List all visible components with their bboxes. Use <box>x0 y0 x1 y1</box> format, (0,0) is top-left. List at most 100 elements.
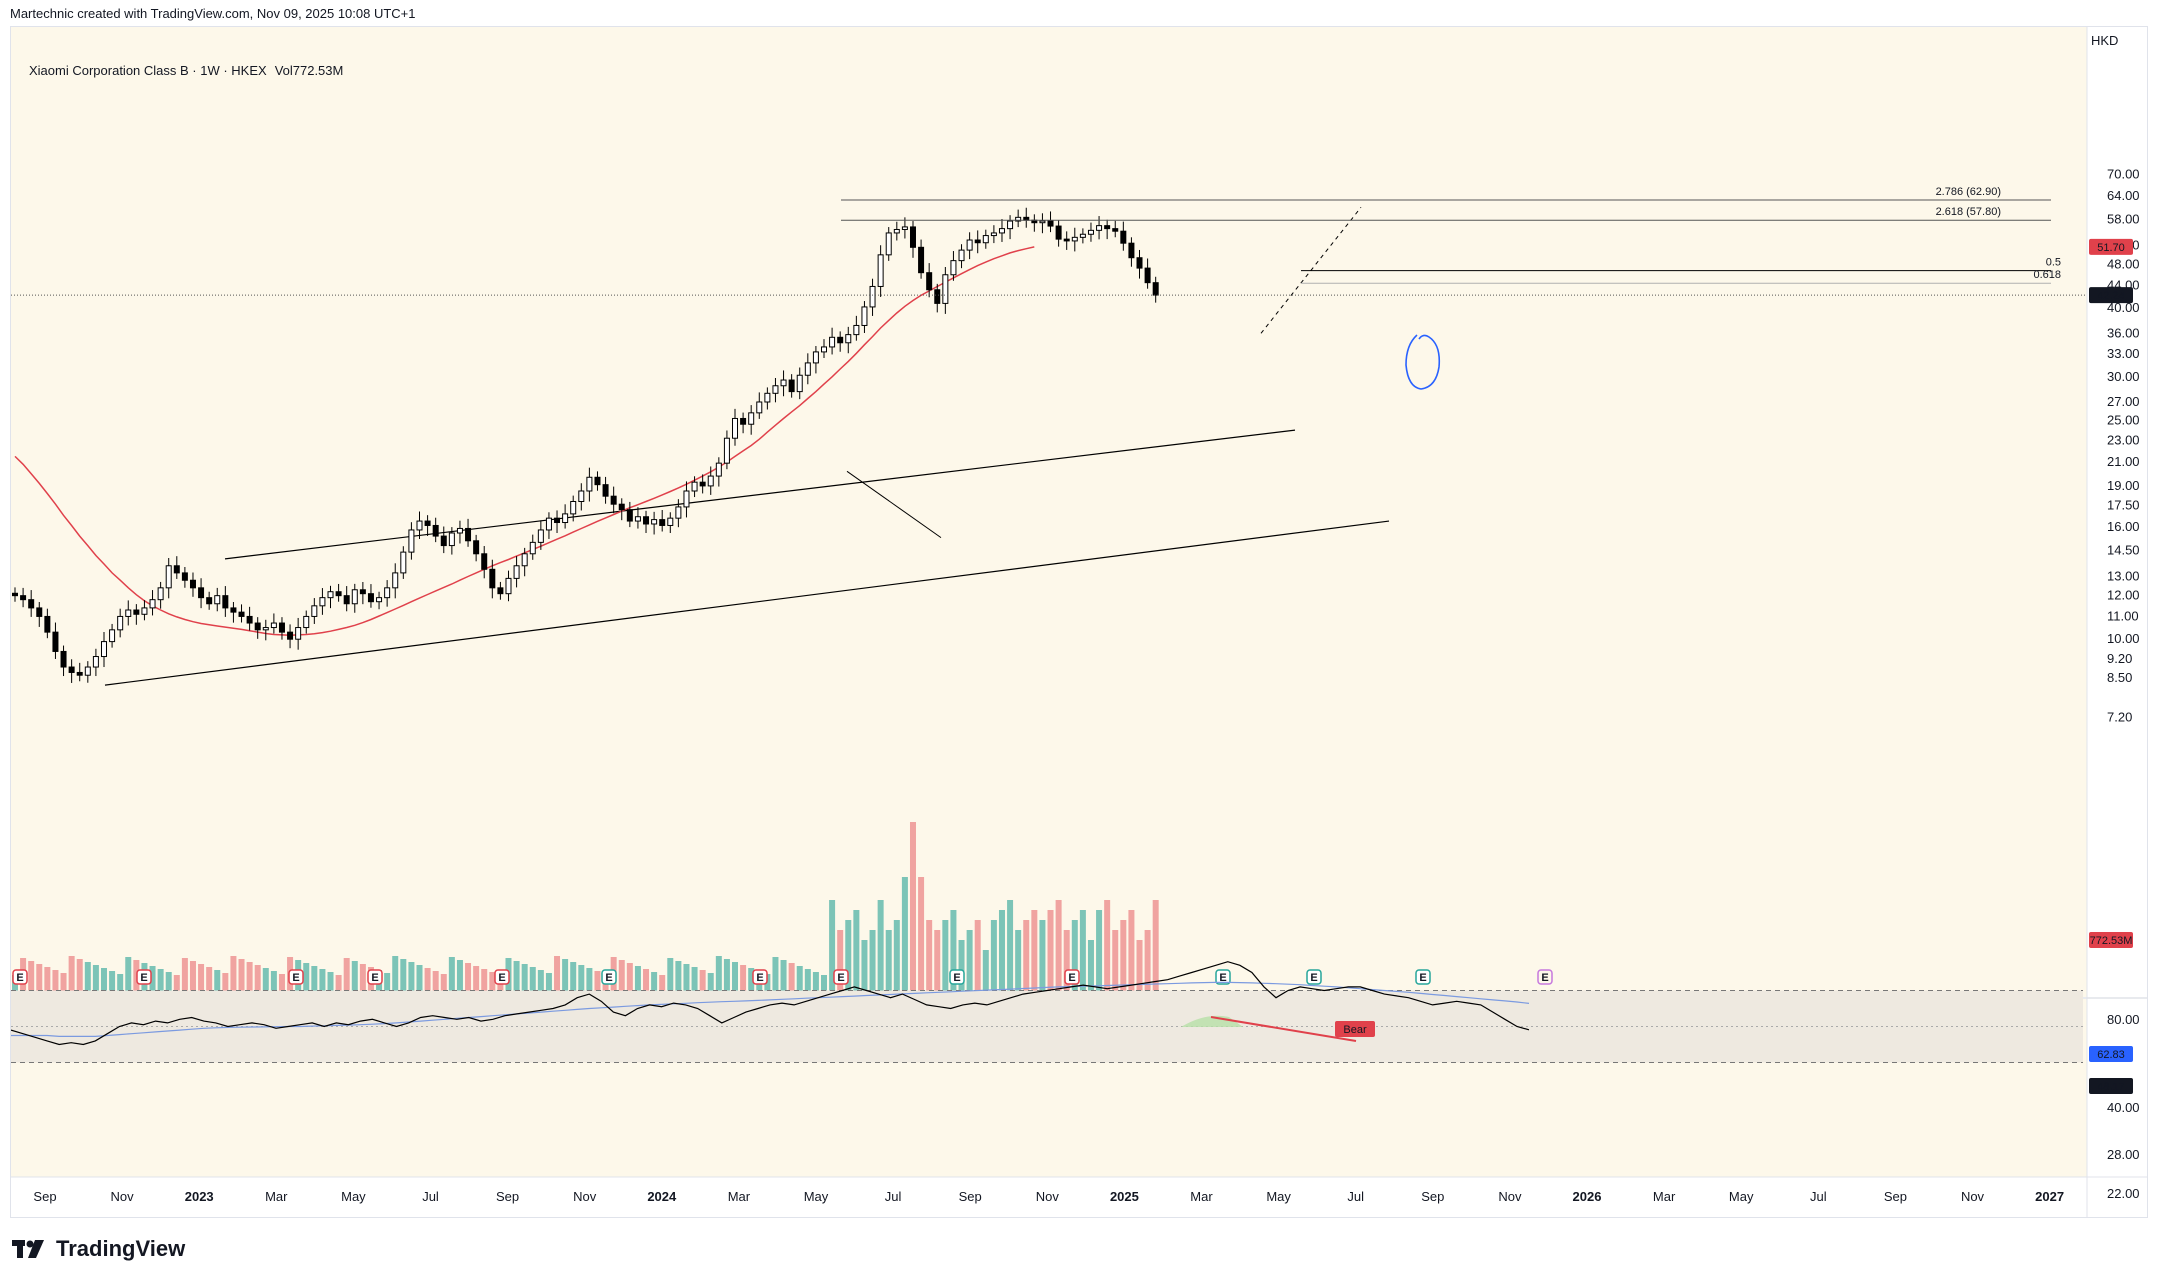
volume-bar <box>1087 940 1094 997</box>
rsi-value-badge-bg <box>2089 1078 2133 1094</box>
earnings-marker-letter: E <box>371 972 378 984</box>
volume-bar <box>885 930 892 997</box>
candle-body <box>440 535 447 547</box>
symbol-legend[interactable]: Xiaomi Corporation Class B · 1W · HKEX Vo… <box>29 63 343 78</box>
candle-body <box>20 595 27 601</box>
volume-bar <box>1031 910 1038 997</box>
price-tick-label: 58.00 <box>2107 211 2140 226</box>
time-tick-label: 2027 <box>2035 1189 2064 1204</box>
volume-bar <box>748 968 755 997</box>
candle-body <box>367 593 374 603</box>
candle-body <box>100 641 107 658</box>
channel-lower-line <box>104 520 1390 686</box>
volume-bar <box>440 974 447 997</box>
rsi-bear-badge-bg <box>1335 1021 1375 1037</box>
candle-body <box>626 509 633 522</box>
candle-body <box>60 650 67 668</box>
volume-bar <box>626 963 633 997</box>
volume-bar <box>691 967 698 997</box>
volume-bar <box>400 959 407 997</box>
price-tick-label: 27.00 <box>2107 394 2140 409</box>
volume-bar <box>586 968 593 997</box>
volume-bar <box>327 972 334 997</box>
volume-bar <box>125 957 132 997</box>
candle-body <box>529 541 536 555</box>
time-tick-label: May <box>1729 1189 1754 1204</box>
candle-body <box>570 500 577 515</box>
volume-bar <box>1039 920 1046 997</box>
time-tick-label: Jul <box>422 1189 439 1204</box>
candle-body <box>812 351 819 364</box>
earnings-marker-letter: E <box>1068 972 1075 984</box>
earnings-marker <box>949 969 965 985</box>
candle-body <box>715 462 722 477</box>
candle-body <box>222 595 229 609</box>
volume-bar <box>270 971 277 997</box>
last-price-badge: 42.24 <box>2097 290 2125 302</box>
price-tick-label: 48.00 <box>2107 257 2140 272</box>
price-chart[interactable]: 2.786 (62.90) 2.618 (57.80) 0.50.618 E E E E E… <box>11 27 2147 1217</box>
volume-bar <box>829 900 836 997</box>
volume-bar <box>958 940 965 997</box>
candle-body <box>327 591 334 599</box>
time-tick-label: Mar <box>728 1189 751 1204</box>
earnings-marker <box>1537 969 1553 985</box>
price-tick-label: 70.00 <box>2107 166 2140 181</box>
volume-bar <box>278 974 285 997</box>
volume-bar <box>465 963 472 997</box>
candle-body <box>1112 228 1119 232</box>
volume-bar <box>351 961 358 997</box>
candle-body <box>578 490 585 502</box>
candle-body <box>68 666 75 673</box>
volume-bar <box>246 962 253 997</box>
candle-body <box>618 503 625 511</box>
time-tick-label: Mar <box>1653 1189 1676 1204</box>
candle-body <box>384 587 391 599</box>
candle-body <box>885 232 892 256</box>
candle-body <box>691 481 698 492</box>
chart-frame[interactable]: 2.786 (62.90) 2.618 (57.80) 0.5 0.618 E E E E E… <box>10 26 2148 1218</box>
rsi-tick-label: 40.00 <box>2107 1100 2140 1115</box>
earnings-marker <box>1415 969 1431 985</box>
volume-bar <box>481 969 488 997</box>
time-tick-label: Nov <box>111 1189 135 1204</box>
candle-body <box>974 239 981 244</box>
volume-bar <box>853 910 860 997</box>
fib-level-label: 0.5 <box>2046 257 2061 269</box>
candle-body <box>1015 216 1022 222</box>
candle-body <box>958 249 965 262</box>
volume-bar <box>909 822 916 997</box>
volume-bar <box>311 966 318 997</box>
rsi-ma-line <box>11 981 1530 1037</box>
rsi-tick-label: 22.00 <box>2107 1186 2140 1201</box>
volume-bar <box>570 962 577 997</box>
volume-bar <box>707 973 714 997</box>
candle-body <box>157 587 164 601</box>
volume-bar <box>659 975 666 997</box>
candle-body <box>489 568 496 589</box>
candle-body <box>351 589 358 605</box>
volume-bar <box>772 957 779 997</box>
candle-body <box>1079 233 1086 238</box>
price-tick-label: 10.00 <box>2107 631 2140 646</box>
candle-body <box>270 622 277 629</box>
price-tick-label: 14.50 <box>2107 542 2140 557</box>
candle-body <box>990 232 997 237</box>
candle-body <box>602 484 609 497</box>
volume-bar <box>675 961 682 997</box>
volume-bar <box>12 975 18 997</box>
candle-body <box>1096 225 1103 231</box>
volume-bar <box>529 967 536 997</box>
volume-bar <box>52 970 59 997</box>
volume-bar <box>513 961 520 997</box>
candle-body <box>173 565 180 574</box>
candle-body <box>465 527 472 542</box>
candle-body <box>359 589 366 595</box>
price-tick-label: 11.00 <box>2107 608 2139 623</box>
candle-body <box>634 516 641 522</box>
volume-bar <box>392 956 399 997</box>
time-tick-label: Jul <box>1810 1189 1827 1204</box>
volume-bar <box>554 956 561 997</box>
candle-body <box>92 656 99 668</box>
volume-bar <box>165 972 172 997</box>
